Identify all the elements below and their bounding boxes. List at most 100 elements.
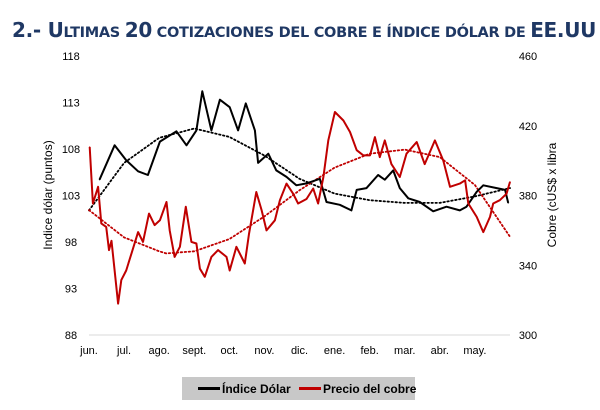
data-point xyxy=(492,202,494,205)
data-point xyxy=(210,129,213,131)
data-point xyxy=(125,159,127,161)
x-tick-label: abr. xyxy=(431,345,449,357)
data-point xyxy=(349,131,351,133)
data-point xyxy=(362,154,364,156)
data-point xyxy=(467,202,469,205)
data-point xyxy=(210,256,213,258)
data-point xyxy=(334,111,336,113)
data-point xyxy=(125,269,127,272)
series-line-dolar xyxy=(98,90,510,213)
data-point xyxy=(195,129,197,131)
data-point xyxy=(185,206,187,208)
legend: Índice Dólar Precio del cobre xyxy=(182,377,417,400)
data-point xyxy=(507,202,509,204)
data-point xyxy=(496,187,498,189)
data-point xyxy=(147,174,149,176)
data-point xyxy=(105,226,107,228)
data-point xyxy=(92,202,94,205)
data-point xyxy=(459,209,461,211)
data-point xyxy=(399,176,401,178)
data-point xyxy=(350,209,353,211)
data-point xyxy=(169,229,171,231)
data-point xyxy=(432,210,434,212)
data-point xyxy=(225,256,228,258)
x-tick-label: jun. xyxy=(79,345,98,357)
y2-tick-label: 340 xyxy=(519,260,537,272)
x-tick-label: jul. xyxy=(116,345,131,357)
data-point xyxy=(179,246,181,248)
data-point xyxy=(137,231,139,233)
data-point xyxy=(476,216,478,218)
data-point xyxy=(97,186,99,188)
right-axis-ticks: 300 340 380 420 460 xyxy=(519,51,537,342)
data-point xyxy=(505,193,508,195)
data-point xyxy=(108,249,110,251)
legend-box xyxy=(182,377,415,400)
data-point xyxy=(297,202,299,205)
data-point xyxy=(275,169,277,171)
data-point xyxy=(325,201,328,203)
y-tick-label: 113 xyxy=(62,98,80,110)
data-point xyxy=(504,189,506,191)
data-point xyxy=(159,140,161,143)
y-tick-label: 93 xyxy=(65,284,77,296)
data-point xyxy=(464,179,466,181)
data-point xyxy=(379,156,381,158)
data-point xyxy=(195,242,197,245)
trendline-0 xyxy=(88,127,511,212)
data-point xyxy=(356,189,358,191)
data-point xyxy=(327,139,329,141)
data-point xyxy=(255,191,257,193)
data-point xyxy=(190,241,193,243)
data-point xyxy=(384,179,386,181)
data-point xyxy=(374,136,376,138)
data-point xyxy=(419,201,421,203)
x-tick-label: dic. xyxy=(291,345,308,357)
data-point xyxy=(261,209,263,211)
data-point xyxy=(509,181,511,183)
data-point xyxy=(229,106,231,108)
data-point xyxy=(407,197,409,199)
data-point xyxy=(369,154,371,156)
x-tick-label: sept. xyxy=(182,345,206,357)
data-point xyxy=(416,141,418,143)
data-point xyxy=(292,193,294,195)
data-point xyxy=(185,144,188,146)
data-point xyxy=(285,176,288,178)
left-axis-ticks: 88 93 98 103 108 113 118 xyxy=(62,51,80,342)
legend-label-cobre: Precio del cobre xyxy=(323,382,417,396)
data-point xyxy=(449,186,451,188)
data-point xyxy=(219,99,221,101)
x-tick-label: nov. xyxy=(254,345,274,357)
series-line-cobre xyxy=(88,111,511,305)
chart-title: 2.- ULTIMAS 20 COTIZACIONES DEL COBRE E … xyxy=(12,18,597,42)
data-point xyxy=(274,219,276,221)
x-tick-label: ene. xyxy=(324,345,345,357)
data-point xyxy=(148,213,150,215)
data-point xyxy=(392,169,394,171)
data-point xyxy=(499,199,501,201)
y-tick-label: 98 xyxy=(65,237,77,249)
data-point xyxy=(120,279,122,281)
y2-tick-label: 420 xyxy=(519,121,537,133)
data-point xyxy=(319,178,321,180)
x-tick-label: mar. xyxy=(394,345,415,357)
data-point xyxy=(434,139,436,141)
data-point xyxy=(465,206,468,208)
y-tick-label: 118 xyxy=(62,51,80,63)
legend-label-dolar: Índice Dólar xyxy=(222,381,291,396)
y-tick-label: 88 xyxy=(65,330,77,342)
data-point xyxy=(322,176,324,178)
x-tick-label: may. xyxy=(463,345,486,357)
data-point xyxy=(165,201,168,203)
y-tick-label: 108 xyxy=(62,144,80,156)
data-point xyxy=(229,269,231,272)
right-axis-title: Cobre (cUS$ x libra xyxy=(545,142,559,247)
data-point xyxy=(267,153,269,155)
data-point xyxy=(244,262,246,265)
data-point xyxy=(356,149,358,151)
trendline-1 xyxy=(88,148,511,255)
data-point xyxy=(130,252,133,254)
data-point xyxy=(424,163,426,165)
